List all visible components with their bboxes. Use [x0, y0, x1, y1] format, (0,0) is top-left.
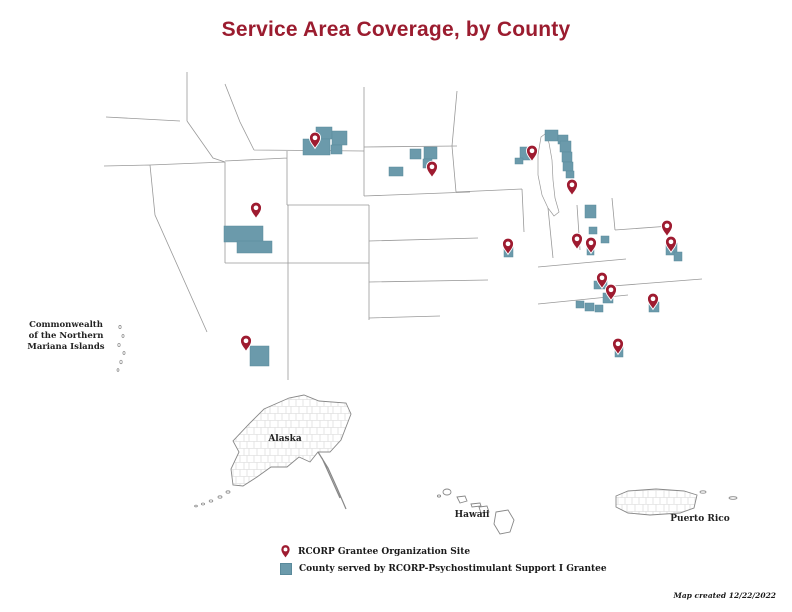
aleutian-islands — [194, 490, 231, 508]
page-title: Service Area Coverage, by County — [221, 18, 571, 41]
served-county — [588, 226, 598, 235]
alaska-shape — [194, 394, 352, 510]
served-county — [594, 304, 604, 313]
served-county — [331, 130, 348, 146]
legend-label-served-county: County served by RCORP-Psychostimulant S… — [299, 564, 607, 574]
served-county — [559, 140, 572, 153]
hawaii-label: Hawaii — [454, 510, 490, 520]
served-county — [223, 225, 264, 243]
hawaii-shape — [436, 488, 515, 535]
continental-us — [102, 66, 743, 455]
puerto-rico-shape — [615, 488, 738, 516]
served-county — [409, 148, 422, 160]
legend-row-served-county: County served by RCORP-Psychostimulant S… — [280, 563, 607, 575]
served-county — [673, 251, 683, 262]
puerto-rico-label: Puerto Rico — [670, 514, 730, 524]
pin-icon — [280, 544, 291, 559]
lake-michigan — [537, 133, 560, 217]
served-county — [575, 300, 585, 309]
served-county — [544, 129, 559, 142]
mariana-label: Commonwealth of the Northern Mariana Isl… — [27, 320, 105, 352]
county-square-icon — [280, 563, 292, 575]
served-county — [330, 144, 343, 155]
served-county — [562, 161, 574, 172]
served-county — [600, 235, 610, 244]
mariana-islands-shape — [116, 325, 126, 372]
map-credit: Map created 12/22/2022 — [673, 591, 776, 600]
served-county — [584, 204, 597, 219]
served-county — [561, 151, 573, 163]
served-county — [514, 157, 524, 165]
legend-label-grantee-site: RCORP Grantee Organization Site — [298, 546, 471, 557]
served-county — [584, 302, 595, 312]
legend-row-grantee-site: RCORP Grantee Organization Site — [280, 544, 607, 559]
served-county — [423, 146, 438, 160]
alaska-label: Alaska — [268, 434, 302, 444]
served-county — [236, 240, 273, 254]
legend: RCORP Grantee Organization Site County s… — [280, 544, 607, 575]
served-county — [565, 170, 575, 179]
served-county — [388, 166, 404, 177]
served-county — [249, 345, 270, 367]
